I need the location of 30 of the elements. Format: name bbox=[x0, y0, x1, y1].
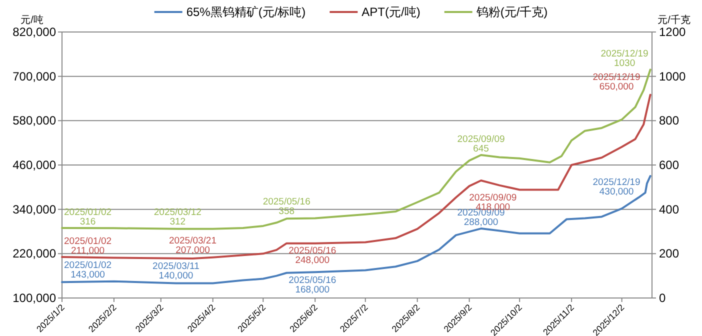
y-tick-label: 580,000 bbox=[12, 114, 56, 128]
y2-tick-label: 1000 bbox=[659, 69, 686, 84]
data-label: 2025/01/02 316 bbox=[64, 206, 112, 228]
data-label: 2025/01/02 143,000 bbox=[64, 260, 112, 281]
y-tick-label: 340,000 bbox=[12, 202, 56, 216]
y2-tick-label: 800 bbox=[659, 114, 680, 128]
y2-tick-label: 1200 bbox=[659, 25, 686, 39]
y-tick-label: 220,000 bbox=[12, 246, 56, 261]
data-label: 2025/05/16 168,000 bbox=[288, 274, 336, 296]
legend-label: 钨粉(元/千克) bbox=[475, 5, 548, 19]
legend-label: 65%黑钨精矿(元/标吨) bbox=[186, 5, 306, 19]
y2-tick-label: 600 bbox=[659, 158, 680, 172]
data-label: 2025/12/19 1030 bbox=[600, 48, 648, 70]
y-axis-title: 元/吨 bbox=[20, 14, 44, 26]
data-label: 2025/05/16 248,000 bbox=[288, 245, 336, 266]
data-label: 2025/03/11 140,000 bbox=[152, 261, 200, 282]
data-label: 2025/03/21 207,000 bbox=[168, 235, 217, 256]
data-label: 2025/03/12 312 bbox=[154, 206, 202, 228]
data-label: 2025/05/16 358 bbox=[262, 196, 310, 218]
y2-tick-label: 0 bbox=[659, 291, 666, 305]
y2-tick-label: 400 bbox=[659, 202, 680, 216]
y2-axis-title: 元/千克 bbox=[658, 14, 690, 26]
data-label: 2025/09/09 645 bbox=[457, 134, 505, 155]
y-tick-label: 100,000 bbox=[12, 291, 56, 305]
y2-tick-label: 200 bbox=[659, 246, 680, 261]
y-tick-label: 700,000 bbox=[12, 69, 56, 84]
data-label: 2025/12/19 430,000 bbox=[592, 177, 640, 198]
y-tick-label: 460,000 bbox=[12, 158, 56, 172]
y-tick-label: 820,000 bbox=[12, 25, 56, 39]
legend-label: APT(元/吨) bbox=[362, 5, 420, 19]
